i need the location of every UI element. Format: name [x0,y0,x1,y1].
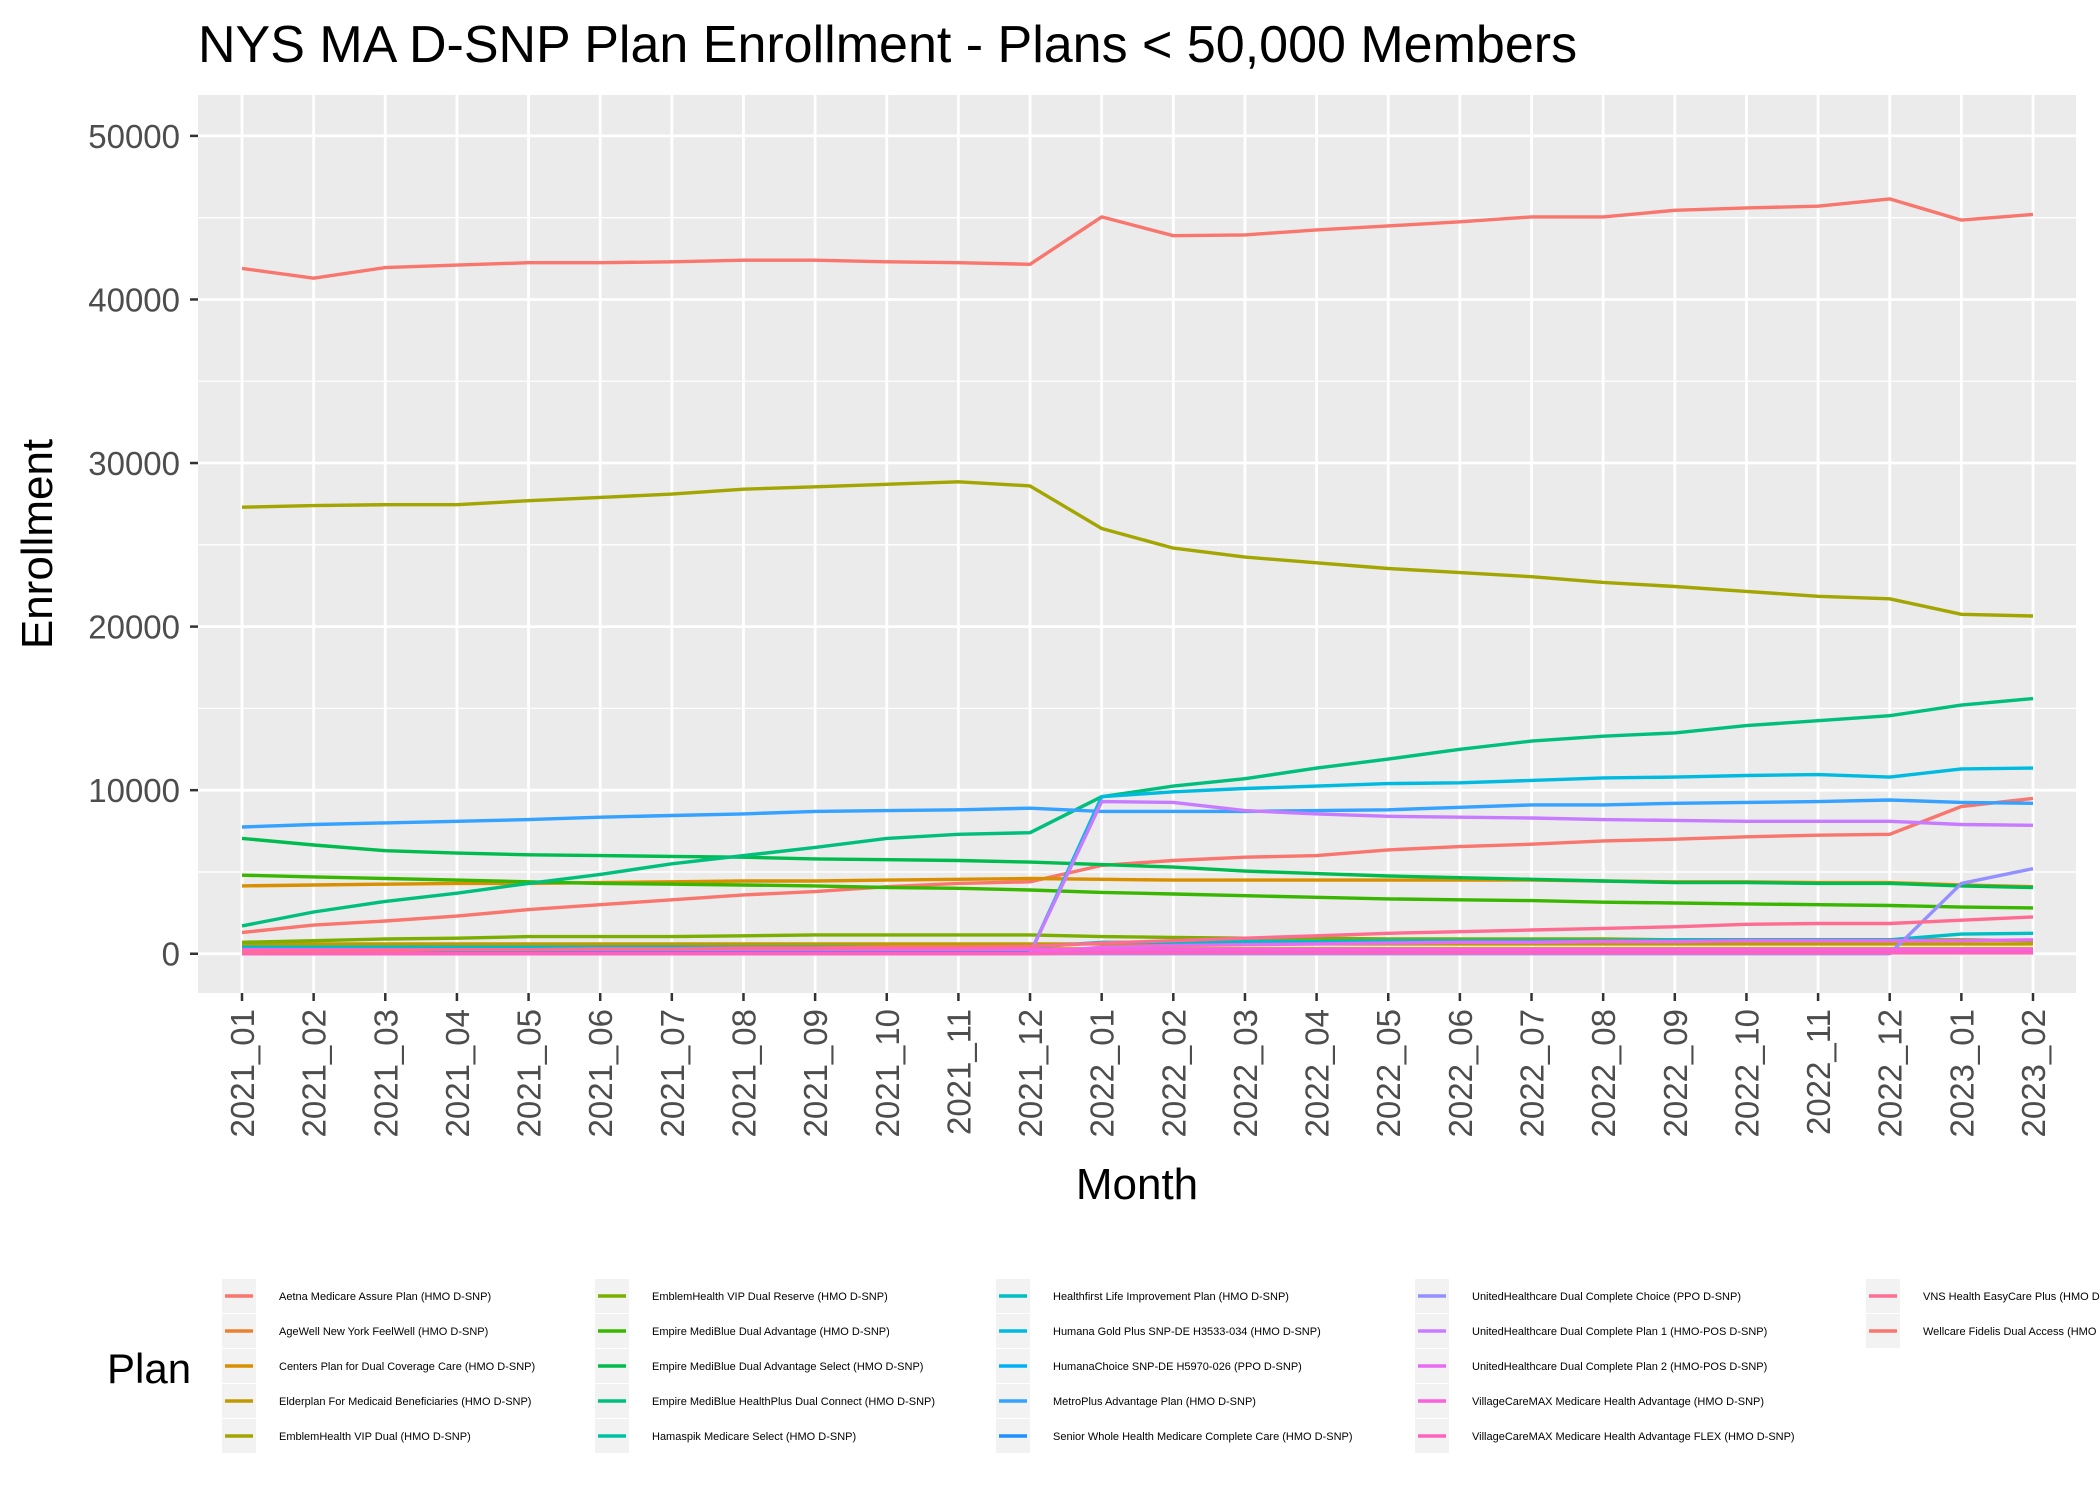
legend-label: MetroPlus Advantage Plan (HMO D-SNP) [1053,1396,1256,1408]
x-tick-label: 2022_12 [1872,1009,1909,1137]
series-line [241,197,2034,280]
series-lines [241,197,2034,956]
y-tick-label: 30000 [88,445,180,482]
legend-item: Elderplan For Medicaid Beneficiaries (HM… [222,1384,531,1418]
x-tick-label: 2021_01 [224,1009,261,1137]
series-line [241,796,2034,935]
x-tick-label: 2022_07 [1514,1009,1551,1137]
x-tick-label: 2021_07 [654,1009,691,1137]
legend-label: Healthfirst Life Improvement Plan (HMO D… [1053,1291,1289,1303]
legend-item: VillageCareMAX Medicare Health Advantage… [1415,1384,1764,1418]
legend-item: Hamaspik Medicare Select (HMO D-SNP) [595,1419,856,1453]
x-tick-label: 2021_04 [439,1009,476,1137]
legend-label: UnitedHealthcare Dual Complete Plan 1 (H… [1472,1326,1767,1338]
legend-label: VillageCareMAX Medicare Health Advantage… [1472,1431,1795,1443]
x-tick-label: 2021_06 [582,1009,619,1137]
legend-title: Plan [107,1345,191,1392]
y-tick-label: 40000 [88,281,180,318]
legend-item: Empire MediBlue HealthPlus Dual Connect … [595,1384,935,1418]
legend-item: Aetna Medicare Assure Plan (HMO D-SNP) [222,1279,491,1313]
x-tick-label: 2022_10 [1728,1009,1765,1137]
series-line [241,915,2034,954]
legend-label: EmblemHealth VIP Dual Reserve (HMO D-SNP… [652,1291,888,1303]
legend-item: VNS Health EasyCare Plus (HMO D-SNP) [1866,1279,2100,1313]
legend-item: UnitedHealthcare Dual Complete Plan 1 (H… [1415,1314,1767,1348]
x-tick-label: 2021_12 [1012,1009,1049,1137]
series-line [241,696,2034,928]
legend-label: VNS Health EasyCare Plus (HMO D-SNP) [1923,1291,2100,1303]
x-tick-label: 2022_03 [1227,1009,1264,1137]
x-tick-label: 2021_03 [367,1009,404,1137]
legend-item: UnitedHealthcare Dual Complete Choice (P… [1415,1279,1741,1313]
x-tick-label: 2021_08 [725,1009,762,1137]
legend-label: Elderplan For Medicaid Beneficiaries (HM… [279,1396,531,1408]
legend-item: VillageCareMAX Medicare Health Advantage… [1415,1419,1795,1453]
legend-label: Wellcare Fidelis Dual Access (HMO D-SNP) [1923,1326,2100,1338]
legend-label: UnitedHealthcare Dual Complete Plan 2 (H… [1472,1361,1767,1373]
legend-item: MetroPlus Advantage Plan (HMO D-SNP) [996,1384,1256,1418]
legend: Aetna Medicare Assure Plan (HMO D-SNP) Ag… [222,1279,2100,1453]
y-axis: 0 10000 20000 30000 40000 50000 [88,118,198,973]
x-tick-label: 2022_09 [1657,1009,1694,1137]
x-tick-label: 2023_01 [1943,1009,1980,1137]
legend-item: AgeWell New York FeelWell (HMO D-SNP) [222,1314,488,1348]
legend-item: Senior Whole Health Medicare Complete Ca… [996,1419,1353,1453]
y-tick-label: 20000 [88,609,180,646]
x-tick-label: 2021_02 [296,1009,333,1137]
legend-item: Centers Plan for Dual Coverage Care (HMO… [222,1349,535,1383]
legend-label: Centers Plan for Dual Coverage Care (HMO… [279,1361,535,1373]
x-tick-label: 2021_09 [797,1009,834,1137]
series-line [241,836,2034,890]
legend-label: UnitedHealthcare Dual Complete Choice (P… [1472,1291,1741,1303]
legend-label: EmblemHealth VIP Dual (HMO D-SNP) [279,1431,471,1443]
series-line [241,798,2034,829]
legend-label: Humana Gold Plus SNP-DE H3533-034 (HMO D… [1053,1326,1321,1338]
legend-label: Aetna Medicare Assure Plan (HMO D-SNP) [279,1291,491,1303]
x-tick-label: 2022_02 [1155,1009,1192,1137]
x-tick-label: 2022_01 [1084,1009,1121,1137]
x-axis-title: Month [1076,1160,1198,1209]
legend-item: Humana Gold Plus SNP-DE H3533-034 (HMO D… [996,1314,1321,1348]
legend-label: Empire MediBlue Dual Advantage (HMO D-SN… [652,1326,890,1338]
x-tick-label: 2022_08 [1585,1009,1622,1137]
y-axis-title: Enrollment [13,439,62,649]
x-tick-label: 2021_11 [940,1009,977,1135]
legend-item: Healthfirst Life Improvement Plan (HMO D… [996,1279,1289,1313]
y-tick-label: 50000 [88,118,180,155]
x-axis: 2021_01 2021_02 2021_03 2021_04 2021_05 2021_… [224,993,2052,1137]
x-tick-label: 2021_05 [511,1009,548,1137]
legend-label: Hamaspik Medicare Select (HMO D-SNP) [652,1431,856,1443]
x-tick-label: 2022_06 [1442,1009,1479,1137]
y-tick-label: 0 [162,936,180,973]
legend-label: VillageCareMAX Medicare Health Advantage… [1472,1396,1764,1408]
series-line [241,480,2034,618]
x-tick-label: 2022_04 [1299,1009,1336,1137]
legend-label: Empire MediBlue HealthPlus Dual Connect … [652,1396,935,1408]
legend-item: Empire MediBlue Dual Advantage Select (H… [595,1349,923,1383]
chart-title: NYS MA D-SNP Plan Enrollment - Plans < 5… [198,16,1577,74]
plot-panel [198,95,2076,993]
x-tick-label: 2022_05 [1370,1009,1407,1137]
y-tick-label: 10000 [88,772,180,809]
x-tick-label: 2023_02 [2015,1009,2052,1137]
legend-item: Empire MediBlue Dual Advantage (HMO D-SN… [595,1314,890,1348]
x-tick-label: 2022_11 [1800,1009,1837,1135]
legend-item: EmblemHealth VIP Dual Reserve (HMO D-SNP… [595,1279,888,1313]
legend-label: AgeWell New York FeelWell (HMO D-SNP) [279,1326,488,1338]
series-line [242,951,2033,956]
x-tick-label: 2021_10 [869,1009,906,1137]
legend-label: Empire MediBlue Dual Advantage Select (H… [652,1361,923,1373]
legend-label: HumanaChoice SNP-DE H5970-026 (PPO D-SNP… [1053,1361,1302,1373]
legend-item: HumanaChoice SNP-DE H5970-026 (PPO D-SNP… [996,1349,1302,1383]
legend-item: Wellcare Fidelis Dual Access (HMO D-SNP) [1866,1314,2100,1348]
legend-label: Senior Whole Health Medicare Complete Ca… [1053,1431,1353,1443]
legend-item: UnitedHealthcare Dual Complete Plan 2 (H… [1415,1349,1767,1383]
legend-item: EmblemHealth VIP Dual (HMO D-SNP) [222,1419,471,1453]
